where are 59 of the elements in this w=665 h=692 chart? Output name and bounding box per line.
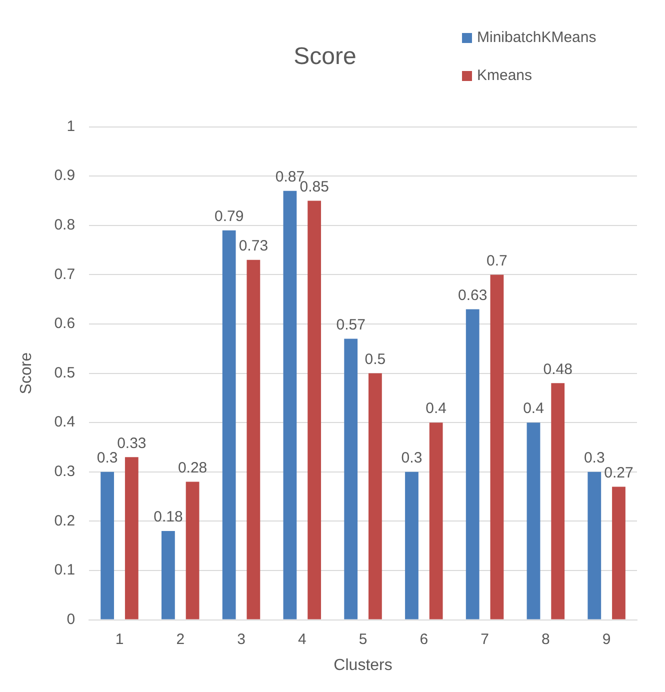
- data-label: 0.7: [486, 252, 508, 270]
- y-tick-label: 0.8: [54, 216, 76, 234]
- data-label: 0.3: [584, 450, 605, 467]
- x-tick-label: 2: [176, 630, 185, 648]
- bar: [405, 472, 418, 620]
- bar: [100, 472, 114, 620]
- bar: [490, 274, 504, 620]
- bar: [344, 338, 358, 620]
- data-label: 0.27: [604, 464, 634, 482]
- bar: [429, 422, 443, 620]
- x-tick-label: 3: [237, 630, 246, 648]
- bar: [186, 482, 200, 620]
- x-tick-label: 9: [602, 630, 611, 648]
- x-tick-label: 7: [480, 630, 489, 648]
- y-axis-title: Score: [18, 352, 36, 394]
- y-tick-label: 0: [66, 610, 76, 628]
- data-label: 0.3: [401, 450, 422, 467]
- bar: [612, 486, 626, 620]
- y-tick-label: 0.7: [54, 266, 76, 283]
- y-tick-label: 0.5: [54, 364, 76, 382]
- bar: [283, 190, 297, 620]
- data-label: 0.28: [178, 459, 208, 476]
- x-axis-title: Clusters: [334, 656, 392, 674]
- data-label: 0.5: [364, 350, 386, 368]
- bar: [222, 230, 236, 620]
- bar: [466, 309, 480, 620]
- y-tick-label: 0.1: [54, 562, 76, 579]
- y-tick-label: 0.3: [54, 463, 76, 480]
- bar: [162, 531, 175, 620]
- x-tick-label: 4: [298, 630, 306, 648]
- bar: [368, 373, 382, 620]
- bar: [246, 260, 260, 620]
- x-tick-label: 6: [420, 630, 428, 648]
- bar: [551, 383, 565, 620]
- chart-title: Score: [294, 43, 356, 70]
- bar: [588, 472, 602, 620]
- x-tick-label: 5: [358, 630, 368, 648]
- data-label: 0.33: [117, 434, 146, 452]
- data-label: 0.48: [543, 360, 572, 378]
- x-tick-label: 1: [115, 630, 124, 648]
- data-label: 0.18: [154, 508, 183, 526]
- y-tick-label: 0.9: [54, 167, 76, 184]
- y-tick-label: 0.6: [54, 315, 76, 332]
- legend-label: Kmeans: [477, 67, 532, 84]
- y-tick-label: 0.2: [54, 512, 76, 530]
- y-tick-label: 0.4: [54, 414, 76, 431]
- y-tick-label: 1: [66, 118, 76, 135]
- bar: [124, 457, 138, 620]
- data-label: 0.63: [458, 286, 488, 304]
- data-label: 0.73: [238, 238, 268, 255]
- data-label: 0.4: [523, 400, 544, 418]
- data-label: 0.4: [426, 400, 447, 418]
- data-label: 0.79: [214, 208, 244, 225]
- legend-label: MinibatchKMeans: [477, 29, 596, 46]
- bar: [308, 200, 322, 620]
- bar: [526, 422, 540, 620]
- data-label: 0.3: [96, 450, 118, 467]
- x-tick-label: 8: [542, 630, 550, 648]
- data-label: 0.57: [336, 316, 366, 334]
